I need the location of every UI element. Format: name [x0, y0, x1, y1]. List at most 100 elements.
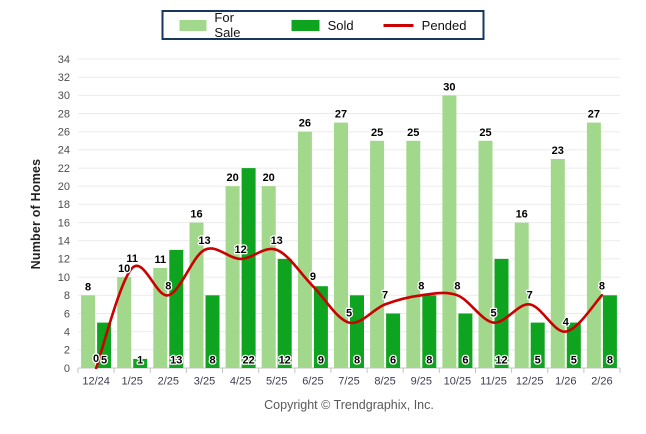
copyright-text: Copyright © Trendgraphix, Inc. [264, 398, 434, 412]
sold-value-label: 9 [318, 355, 324, 367]
bar-for-sale [117, 277, 132, 368]
y-tick-label: 8 [64, 290, 70, 302]
sold-value-label: 8 [354, 355, 360, 367]
pended-value-label: 7 [527, 289, 533, 301]
pended-value-label: 5 [346, 308, 352, 320]
bar-for-sale [478, 140, 493, 368]
y-tick-label: 24 [58, 145, 70, 157]
legend-label-pended: Pended [421, 17, 467, 33]
y-tick-label: 30 [58, 90, 70, 102]
y-tick-label: 28 [58, 108, 70, 120]
sold-value-label: 8 [209, 355, 215, 367]
for-sale-value-label: 20 [226, 172, 238, 184]
pended-value-label: 4 [563, 317, 570, 329]
bar-sold [313, 286, 328, 368]
for-sale-value-label: 16 [516, 209, 528, 221]
bar-for-sale [550, 159, 565, 368]
legend-item-pended: Pended [383, 17, 467, 33]
for-sale-value-label: 10 [118, 263, 130, 275]
legend-item-for-sale: For Sale [179, 10, 262, 40]
y-tick-label: 6 [64, 308, 70, 320]
pended-value-label: 0 [93, 353, 99, 365]
for-sale-value-label: 25 [371, 127, 383, 139]
legend-label-sold: Sold [327, 17, 354, 33]
sold-value-label: 5 [535, 355, 541, 367]
bar-sold [458, 313, 473, 368]
y-tick-label: 34 [58, 54, 70, 66]
for-sale-value-label: 30 [443, 81, 455, 93]
bar-for-sale [81, 295, 96, 368]
y-tick-label: 22 [58, 163, 70, 175]
for-sale-value-label: 25 [479, 127, 491, 139]
sold-swatch-icon [291, 19, 320, 31]
pended-value-label: 8 [454, 280, 460, 292]
sold-value-label: 5 [571, 355, 577, 367]
bar-for-sale [370, 140, 385, 368]
pended-value-label: 9 [310, 271, 316, 283]
bar-for-sale [297, 131, 312, 368]
pended-value-label: 13 [198, 235, 210, 247]
y-tick-label: 4 [64, 326, 70, 338]
bars-for-sale [81, 95, 601, 369]
bar-sold [386, 313, 401, 368]
x-tick-label: 11/25 [480, 376, 507, 388]
x-tick-label: 5/25 [266, 376, 287, 388]
y-tick-label: 18 [58, 199, 70, 211]
x-tick-label: 10/25 [444, 376, 472, 388]
x-tick-label: 2/26 [591, 376, 612, 388]
pended-value-label: 8 [418, 280, 424, 292]
pended-line-icon [383, 23, 414, 27]
bar-for-sale [189, 222, 204, 368]
y-tick-label: 26 [58, 127, 70, 139]
for-sale-value-label: 23 [552, 145, 564, 157]
bar-for-sale [514, 222, 529, 368]
bar-for-sale [261, 186, 276, 368]
bar-sold [169, 249, 184, 368]
x-tick-label: 2/25 [158, 376, 179, 388]
for-sale-swatch-icon [179, 19, 207, 31]
for-sale-value-label: 26 [299, 118, 311, 130]
y-tick-label: 2 [64, 345, 70, 357]
x-tick-label: 8/25 [374, 376, 395, 388]
x-tick-label: 1/25 [121, 376, 142, 388]
sold-value-label: 5 [101, 355, 107, 367]
y-tick-label: 16 [58, 217, 70, 229]
y-tick-label: 32 [58, 72, 70, 84]
pended-value-label: 8 [599, 280, 605, 292]
x-tick-label: 6/25 [302, 376, 323, 388]
bar-for-sale [586, 122, 601, 368]
pended-value-label: 13 [271, 235, 283, 247]
x-tick-label: 9/25 [411, 376, 432, 388]
bar-for-sale [442, 95, 457, 369]
y-tick-label: 0 [64, 363, 70, 375]
pended-value-label: 7 [382, 289, 388, 301]
x-tick-label: 12/24 [82, 376, 110, 388]
y-tick-label: 14 [58, 236, 70, 248]
pended-value-label: 5 [490, 308, 496, 320]
pended-value-label: 11 [126, 253, 138, 265]
sold-value-label: 12 [279, 355, 291, 367]
legend: For Sale Sold Pended [161, 10, 485, 40]
bar-sold [133, 358, 148, 368]
bar-sold [530, 322, 545, 368]
bar-for-sale [406, 140, 421, 368]
pended-line [94, 247, 604, 369]
bar-for-sale [225, 186, 240, 368]
sold-value-label: 1 [137, 355, 143, 367]
x-tick-label: 7/25 [338, 376, 359, 388]
for-sale-value-label: 20 [263, 172, 275, 184]
bar-sold [277, 258, 292, 368]
y-tick-label: 10 [58, 272, 70, 284]
y-tick-label: 20 [58, 181, 70, 193]
bar-sold [602, 295, 617, 368]
for-sale-value-label: 27 [588, 109, 600, 121]
bar-sold [422, 295, 437, 368]
sold-value-label: 22 [242, 355, 254, 367]
for-sale-value-label: 11 [154, 254, 166, 266]
bar-sold [205, 295, 220, 368]
legend-label-for-sale: For Sale [214, 10, 241, 40]
for-sale-value-label: 16 [190, 209, 202, 221]
sold-value-label: 12 [495, 355, 507, 367]
